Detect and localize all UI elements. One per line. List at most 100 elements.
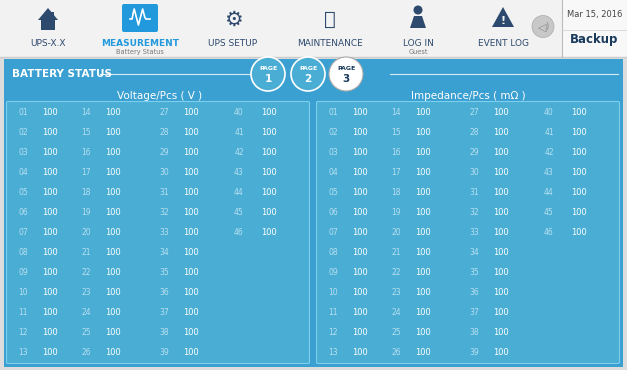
Text: 100: 100	[493, 288, 509, 297]
Text: 100: 100	[105, 248, 121, 257]
Text: 100: 100	[42, 108, 58, 117]
Text: 100: 100	[493, 168, 509, 177]
Text: 100: 100	[571, 188, 587, 197]
Text: 15: 15	[391, 128, 401, 137]
Text: 18: 18	[82, 188, 91, 197]
Text: 34: 34	[469, 248, 479, 257]
Text: 100: 100	[352, 308, 368, 317]
Text: 40: 40	[234, 108, 244, 117]
Text: 01: 01	[328, 108, 338, 117]
Text: 100: 100	[42, 208, 58, 217]
Text: 100: 100	[352, 108, 368, 117]
Text: 100: 100	[42, 248, 58, 257]
Text: 100: 100	[415, 308, 431, 317]
Text: 09: 09	[18, 268, 28, 277]
Text: 100: 100	[352, 327, 368, 337]
Text: 100: 100	[493, 308, 509, 317]
Text: 21: 21	[391, 248, 401, 257]
Text: 100: 100	[261, 208, 277, 217]
Text: Battery Status: Battery Status	[116, 49, 164, 55]
Text: !: !	[500, 16, 505, 26]
Text: 32: 32	[469, 208, 479, 217]
Text: 45: 45	[544, 208, 554, 217]
Text: 100: 100	[415, 347, 431, 357]
Text: 1: 1	[265, 74, 271, 84]
Text: 12: 12	[329, 327, 338, 337]
Text: 100: 100	[415, 128, 431, 137]
Text: 100: 100	[415, 327, 431, 337]
Text: 11: 11	[329, 308, 338, 317]
Text: 100: 100	[493, 327, 509, 337]
Text: LOG IN: LOG IN	[403, 40, 433, 48]
Text: 3: 3	[342, 74, 350, 84]
Text: 🔧: 🔧	[324, 10, 336, 28]
Text: 39: 39	[159, 347, 169, 357]
Text: 100: 100	[42, 148, 58, 157]
Text: 30: 30	[159, 168, 169, 177]
Text: 05: 05	[18, 188, 28, 197]
Text: Voltage/Pcs ( V ): Voltage/Pcs ( V )	[117, 91, 203, 101]
Text: PAGE: PAGE	[337, 67, 355, 71]
Text: 100: 100	[415, 188, 431, 197]
Text: 100: 100	[105, 168, 121, 177]
Text: 04: 04	[18, 168, 28, 177]
Circle shape	[329, 57, 363, 91]
Text: 100: 100	[105, 308, 121, 317]
Text: 100: 100	[183, 268, 199, 277]
Text: 09: 09	[328, 268, 338, 277]
Text: 100: 100	[261, 228, 277, 237]
Text: 100: 100	[42, 188, 58, 197]
Text: 100: 100	[183, 168, 199, 177]
Text: 16: 16	[391, 148, 401, 157]
Text: 02: 02	[18, 128, 28, 137]
Text: 03: 03	[18, 148, 28, 157]
Text: 44: 44	[234, 188, 244, 197]
Text: 100: 100	[183, 288, 199, 297]
Text: 24: 24	[81, 308, 91, 317]
Text: UPS-X.X: UPS-X.X	[30, 40, 66, 48]
Text: 25: 25	[81, 327, 91, 337]
Text: 100: 100	[183, 308, 199, 317]
Text: 02: 02	[328, 128, 338, 137]
Text: 17: 17	[81, 168, 91, 177]
Text: 36: 36	[159, 288, 169, 297]
FancyBboxPatch shape	[317, 101, 619, 363]
Text: 34: 34	[159, 248, 169, 257]
Text: 37: 37	[159, 308, 169, 317]
FancyBboxPatch shape	[4, 59, 623, 367]
Text: 18: 18	[391, 188, 401, 197]
Text: 33: 33	[469, 228, 479, 237]
Text: 100: 100	[415, 108, 431, 117]
Text: 100: 100	[571, 128, 587, 137]
Text: 100: 100	[493, 208, 509, 217]
Polygon shape	[38, 8, 58, 20]
Text: 100: 100	[105, 288, 121, 297]
Text: 06: 06	[18, 208, 28, 217]
Text: 44: 44	[544, 188, 554, 197]
Polygon shape	[492, 7, 514, 27]
Text: 39: 39	[469, 347, 479, 357]
Text: 03: 03	[328, 148, 338, 157]
Text: 100: 100	[42, 347, 58, 357]
Text: 100: 100	[42, 288, 58, 297]
Text: 13: 13	[18, 347, 28, 357]
Text: 17: 17	[391, 168, 401, 177]
Text: 100: 100	[571, 108, 587, 117]
Text: 100: 100	[493, 188, 509, 197]
Text: 10: 10	[18, 288, 28, 297]
Text: 100: 100	[105, 148, 121, 157]
Text: 41: 41	[544, 128, 554, 137]
Text: 31: 31	[469, 188, 479, 197]
Text: 100: 100	[42, 268, 58, 277]
Text: 46: 46	[234, 228, 244, 237]
Text: 100: 100	[352, 347, 368, 357]
FancyBboxPatch shape	[0, 0, 627, 57]
Text: 100: 100	[42, 327, 58, 337]
Text: 100: 100	[571, 168, 587, 177]
Text: EVENT LOG: EVENT LOG	[478, 40, 529, 48]
Text: 100: 100	[571, 208, 587, 217]
Text: 04: 04	[328, 168, 338, 177]
Text: 100: 100	[183, 347, 199, 357]
Text: 100: 100	[42, 168, 58, 177]
Circle shape	[251, 57, 285, 91]
